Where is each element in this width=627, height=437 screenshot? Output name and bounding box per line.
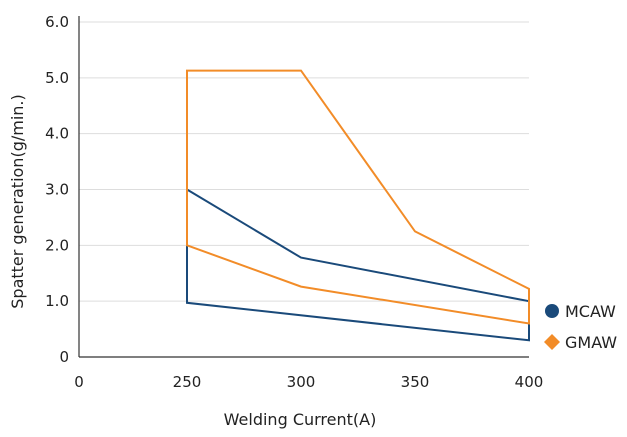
y-tick-label: 5.0 bbox=[45, 69, 69, 87]
y-tick-label: 0 bbox=[59, 348, 69, 366]
series-layer bbox=[186, 69, 530, 342]
x-axis-title: Welding Current(A) bbox=[224, 410, 377, 429]
x-tick-label: 250 bbox=[173, 373, 202, 391]
legend-gmaw-marker bbox=[544, 334, 560, 350]
grid-layer bbox=[79, 21, 529, 302]
y-tick-label: 2.0 bbox=[45, 236, 69, 254]
y-tick-label: 6.0 bbox=[45, 13, 69, 31]
y-tick-label: 4.0 bbox=[45, 125, 69, 143]
axis-layer: 0 1.0 2.0 3.0 4.0 5.0 6.0 0 250 300 350 400 Welding … bbox=[8, 13, 543, 429]
series-gmaw-envelope bbox=[186, 69, 530, 325]
y-axis-title: Spatter generation(g/min.) bbox=[8, 94, 27, 308]
x-tick-label: 350 bbox=[401, 373, 430, 391]
x-tick-label: 300 bbox=[287, 373, 316, 391]
legend-mcaw-label: MCAW bbox=[565, 302, 616, 321]
x-tick-label: 400 bbox=[515, 373, 544, 391]
legend-gmaw-label: GMAW bbox=[565, 333, 617, 352]
x-tick-label: 0 bbox=[74, 373, 84, 391]
legend-mcaw-marker bbox=[545, 304, 559, 318]
y-tick-label: 3.0 bbox=[45, 181, 69, 199]
y-tick-label: 1.0 bbox=[45, 292, 69, 310]
legend: MCAW GMAW bbox=[544, 302, 617, 352]
